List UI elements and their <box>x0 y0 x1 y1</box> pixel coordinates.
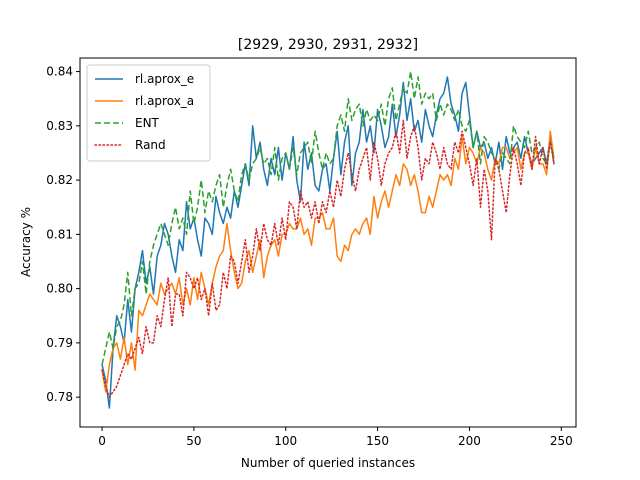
plot-frame <box>79 57 577 428</box>
y-tick-label: 0.80 <box>46 282 73 296</box>
y-tick-label: 0.84 <box>46 65 73 79</box>
x-tick-label: 250 <box>550 434 573 448</box>
series-line-rl.aprox_a <box>101 130 555 393</box>
x-tick-label: 100 <box>274 434 297 448</box>
legend-label-Rand: Rand <box>135 138 166 152</box>
legend-label-rl.aprox_e: rl.aprox_e <box>135 72 194 86</box>
plot-area <box>101 70 555 409</box>
x-tick-label: 50 <box>186 434 201 448</box>
x-tick-label: 200 <box>458 434 481 448</box>
legend-label-rl.aprox_a: rl.aprox_a <box>135 94 194 108</box>
series-line-Rand <box>101 119 555 398</box>
legend-label-ENT: ENT <box>135 116 160 130</box>
y-tick-label: 0.81 <box>46 227 73 241</box>
series-line-rl.aprox_e <box>101 76 555 409</box>
y-axis-label: Accuracy % <box>19 207 33 277</box>
legend: rl.aprox_e rl.aprox_a ENT Rand <box>86 64 211 162</box>
x-tick-label: 150 <box>366 434 389 448</box>
legend-frame <box>86 64 211 162</box>
y-tick-label: 0.83 <box>46 119 73 133</box>
y-tick-label: 0.79 <box>46 336 73 350</box>
x-axis-label: Number of queried instances <box>241 456 415 470</box>
y-axis: 0.78 0.79 0.80 0.81 0.82 0.83 0.84 <box>46 65 80 404</box>
x-axis: 0 50 100 150 200 250 <box>98 427 573 448</box>
y-tick-label: 0.78 <box>46 390 73 404</box>
y-tick-label: 0.82 <box>46 173 73 187</box>
series-line-ENT <box>101 70 555 365</box>
x-tick-label: 0 <box>98 434 106 448</box>
chart-title: [2929, 2930, 2931, 2932] <box>238 37 418 53</box>
